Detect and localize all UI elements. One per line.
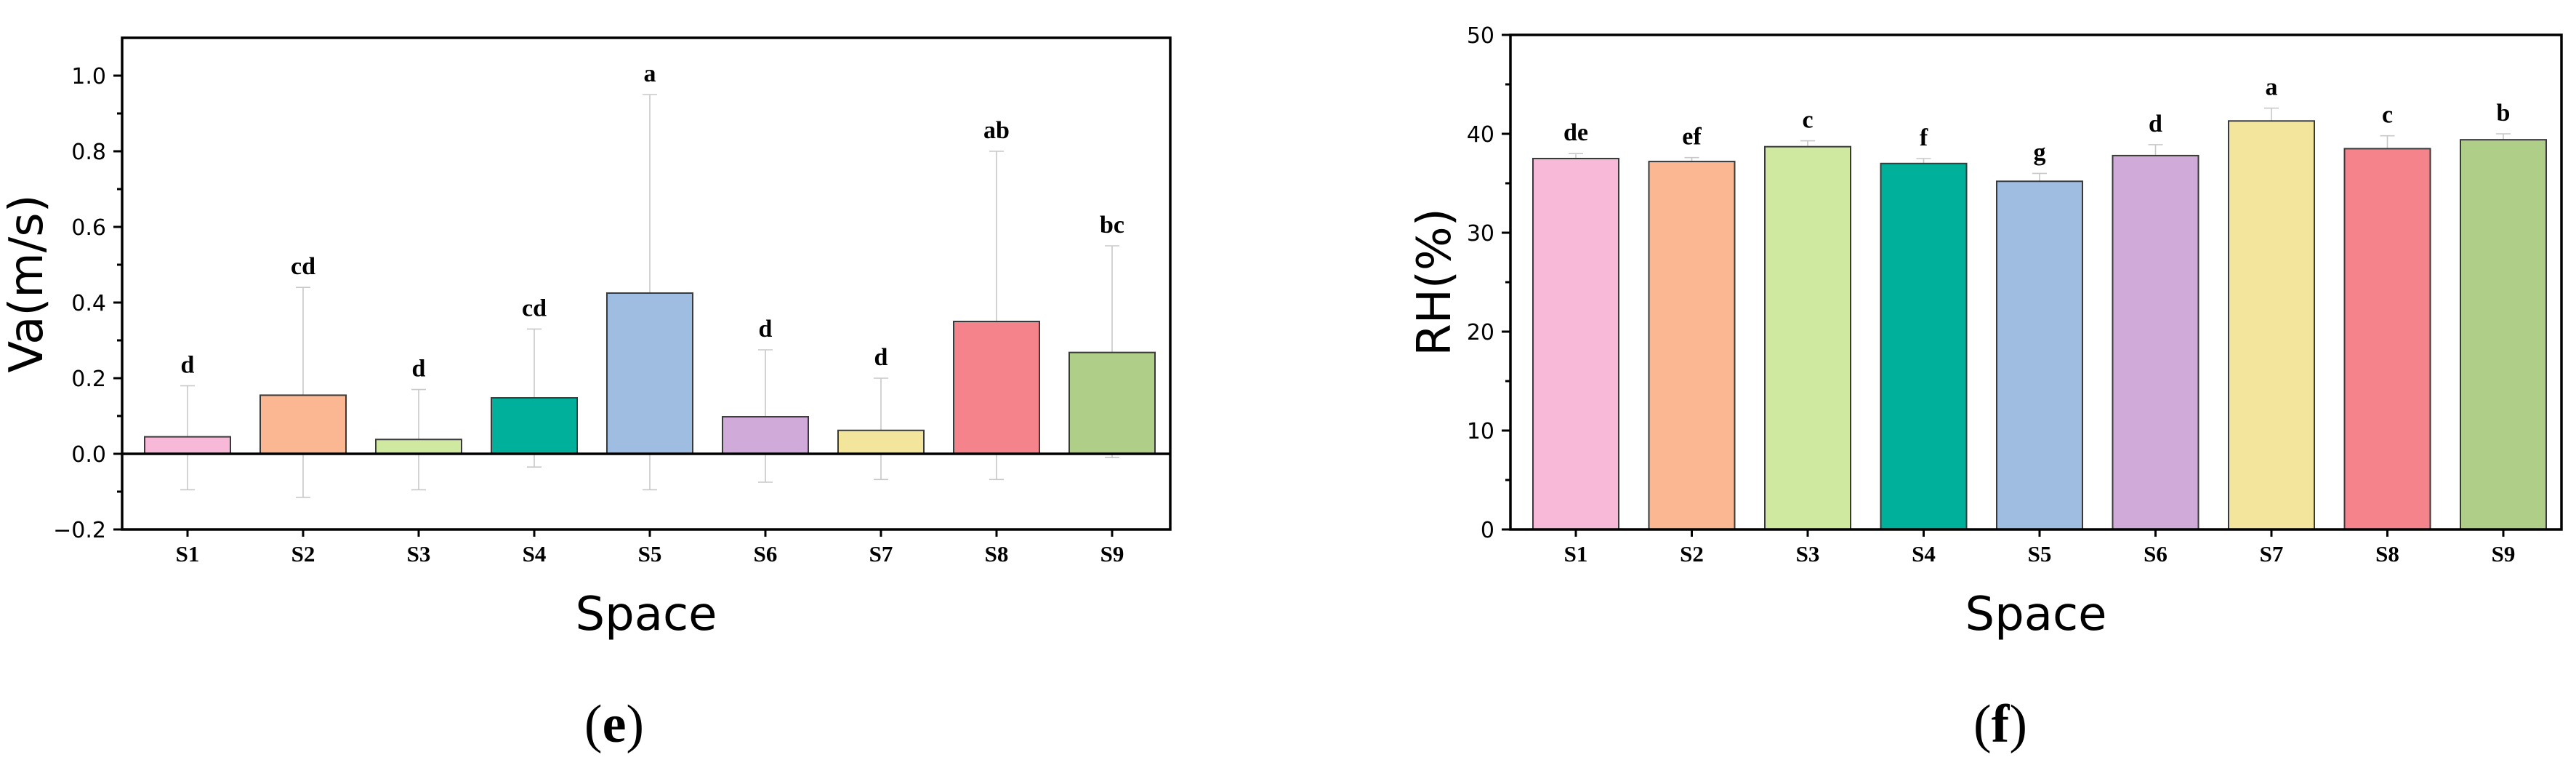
y-tick-label: 10: [1467, 419, 1494, 444]
bar-s8: [953, 321, 1040, 455]
bar-s2: [1648, 161, 1736, 531]
panel-label: (e): [584, 695, 644, 754]
x-tick-label-s9: S9: [1100, 541, 1124, 567]
y-tick-label: 0.0: [71, 442, 106, 468]
significance-label-s5: a: [644, 60, 656, 87]
bar-s6: [2112, 154, 2199, 531]
x-tick-label-s7: S7: [869, 541, 893, 567]
y-axis-title: Va(m/s): [0, 194, 54, 372]
x-tick-label-s2: S2: [1680, 541, 1704, 567]
bar-s5: [606, 292, 693, 455]
bar-s1: [1532, 158, 1619, 530]
bar-s2: [259, 394, 347, 455]
significance-label-s6: d: [2149, 111, 2162, 137]
x-tick-label-s2: S2: [291, 541, 315, 567]
significance-label-s8: ab: [983, 117, 1010, 144]
y-tick-label: 0.4: [71, 291, 106, 316]
y-tick-label: 20: [1467, 320, 1494, 345]
bar-s6: [722, 416, 809, 455]
x-tick-label-s5: S5: [638, 541, 662, 567]
significance-label-s2: cd: [291, 253, 315, 280]
x-tick-label-s6: S6: [754, 541, 778, 567]
y-tick-label: 0.6: [71, 215, 106, 241]
significance-label-s8: c: [2382, 102, 2393, 129]
bar-s8: [2343, 148, 2431, 530]
significance-label-s7: d: [874, 344, 888, 371]
significance-label-s4: cd: [522, 295, 547, 321]
x-axis-title: Space: [575, 588, 717, 641]
x-tick-label-s5: S5: [2028, 541, 2052, 567]
chart-panel-f: de S1 ef S2 c S3 f S4 g S5 d S6 a S7 c S8 b S9 0 10 20 30 40 50…: [1408, 23, 2563, 754]
y-axis-title: RH(%): [1408, 208, 1462, 356]
y-tick-label: 40: [1467, 122, 1494, 148]
bar-s3: [375, 439, 462, 455]
plot-frame: [121, 36, 1172, 531]
bar-s5: [1996, 180, 2083, 530]
bar-s7: [837, 429, 925, 455]
panel-label: (f): [1973, 695, 2027, 754]
y-tick-label: 0: [1481, 518, 1494, 543]
y-tick-label: 50: [1467, 23, 1494, 49]
bar-s3: [1764, 145, 1851, 530]
significance-label-s9: bc: [1100, 212, 1124, 239]
y-tick-label: 30: [1467, 221, 1494, 247]
chart-panel-e: d S1 cd S2 d S3 cd S4 a S5 d S6 d S7 ab S8 bc S9 −0.2 0.0 0.…: [0, 36, 1172, 754]
x-tick-label-s8: S8: [2375, 541, 2399, 567]
bar-s1: [144, 436, 231, 455]
x-axis-title: Space: [1965, 588, 2106, 641]
y-tick-label: −0.2: [53, 518, 106, 543]
y-tick-label: 1.0: [71, 64, 106, 89]
significance-label-s4: f: [1920, 124, 1928, 151]
significance-label-s5: g: [2034, 139, 2046, 166]
x-tick-label-s3: S3: [407, 541, 431, 567]
bar-s9: [2460, 139, 2547, 531]
x-tick-label-s1: S1: [176, 541, 200, 567]
significance-label-s1: de: [1563, 119, 1588, 146]
x-tick-label-s3: S3: [1796, 541, 1820, 567]
x-tick-label-s8: S8: [985, 541, 1009, 567]
significance-label-s6: d: [759, 316, 773, 343]
significance-label-s7: a: [2266, 74, 2278, 101]
significance-label-s3: d: [412, 356, 426, 383]
x-tick-label-s7: S7: [2260, 541, 2284, 567]
significance-label-s2: ef: [1682, 124, 1702, 151]
bar-s7: [2228, 120, 2315, 530]
bar-s9: [1068, 351, 1156, 455]
significance-label-s9: b: [2497, 100, 2511, 127]
x-tick-label-s9: S9: [2492, 541, 2516, 567]
x-tick-label-s4: S4: [523, 541, 547, 567]
y-tick-label: 0.8: [71, 140, 106, 165]
significance-label-s1: d: [181, 351, 195, 378]
y-tick-label: 0.2: [71, 367, 106, 392]
bar-s4: [491, 397, 578, 455]
bar-s4: [1880, 162, 1968, 531]
significance-label-s3: c: [1802, 107, 1813, 134]
x-tick-label-s1: S1: [1564, 541, 1588, 567]
x-tick-label-s4: S4: [1912, 541, 1936, 567]
x-tick-label-s6: S6: [2144, 541, 2168, 567]
